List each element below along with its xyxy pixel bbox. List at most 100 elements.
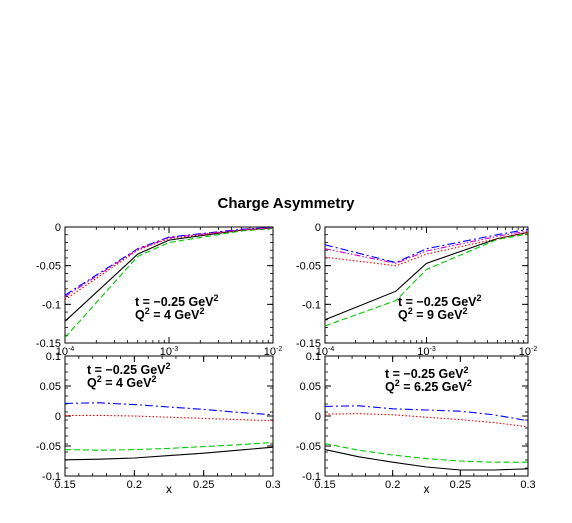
- x-tick-label: 10-4: [56, 346, 75, 358]
- series-line-dashdot: [64, 402, 274, 416]
- series-line-dotted: [324, 231, 529, 267]
- y-tick-label: 0: [315, 411, 321, 423]
- label-text: t = −0.25 GeV: [135, 295, 214, 309]
- label-text: Q: [135, 308, 145, 322]
- label-superscript: 2: [214, 293, 219, 303]
- series-line-dashdotdot: [64, 227, 274, 298]
- series-line-solid: [324, 231, 529, 321]
- panel-label-t: t = −0.25 GeV2: [385, 365, 469, 381]
- label-text: Q: [87, 376, 97, 390]
- series-line-dashdot: [324, 405, 529, 422]
- y-tick-label: -0.1: [302, 299, 321, 311]
- series-line-dashed: [64, 227, 274, 338]
- panel-label-q: Q2 = 9 GeV2: [398, 306, 467, 322]
- x-tick-label: 0.15: [314, 479, 335, 491]
- label-superscript: 2: [462, 306, 467, 316]
- label-superscript: 2: [477, 293, 482, 303]
- x-tick-label: 10-4: [316, 346, 335, 358]
- label-text: = 9 GeV: [413, 308, 463, 322]
- label-superscript: 2: [151, 374, 156, 384]
- panel-label-t: t = −0.25 GeV2: [87, 361, 171, 377]
- x-tick-exponent: -2: [276, 346, 282, 353]
- series-line-solid: [64, 446, 274, 461]
- series-line-solid: [324, 449, 529, 471]
- label-superscript: 2: [464, 365, 469, 375]
- label-text: = 4 GeV: [102, 376, 152, 390]
- chart-title: Charge Asymmetry: [217, 195, 355, 212]
- panel-label-q: Q2 = 6.25 GeV2: [385, 378, 472, 394]
- x-tick-base: 10: [160, 346, 172, 358]
- x-tick-label: 0.25: [450, 479, 471, 491]
- x-tick-label: 10-3: [417, 346, 436, 358]
- y-tick-label: -0.1: [42, 471, 61, 483]
- x-tick-exponent: -4: [328, 346, 334, 353]
- y-tick-label: -0.05: [296, 261, 321, 273]
- x-tick-base: 10: [316, 346, 328, 358]
- label-text: Q: [385, 380, 395, 394]
- label-text: = 4 GeV: [150, 308, 200, 322]
- series-line-dotted: [64, 227, 274, 301]
- label-text: t = −0.25 GeV: [385, 367, 464, 381]
- x-tick-base: 10: [56, 346, 68, 358]
- x-tick-label: 0.25: [193, 479, 214, 491]
- label-text: = 6.25 GeV: [400, 380, 468, 394]
- label-superscript: 2: [395, 378, 400, 388]
- series-line-dotted: [324, 413, 529, 428]
- y-tick-label: 0.1: [306, 351, 321, 363]
- y-tick-label: -0.05: [296, 441, 321, 453]
- x-tick-label: 10-2: [519, 346, 538, 358]
- x-tick-exponent: -2: [531, 346, 537, 353]
- label-superscript: 2: [199, 306, 204, 316]
- panel-label-t: t = −0.25 GeV2: [135, 293, 219, 309]
- label-superscript: 2: [467, 378, 472, 388]
- panel-label-q: Q2 = 4 GeV2: [135, 306, 204, 322]
- x-tick-label: 0.2: [127, 479, 142, 491]
- y-tick-label: 0: [315, 222, 321, 234]
- label-text: t = −0.25 GeV: [398, 295, 477, 309]
- x-tick-base: 10: [519, 346, 531, 358]
- y-tick-label: 0.05: [40, 381, 61, 393]
- series-line-dashdotdot: [324, 230, 529, 264]
- x-tick-label: 10-3: [160, 346, 179, 358]
- label-superscript: 2: [145, 306, 150, 316]
- series-line-dashed: [64, 441, 274, 451]
- y-tick-label: 0.05: [300, 381, 321, 393]
- series-line-dashdot: [324, 228, 529, 264]
- plot-frame: [324, 226, 529, 344]
- x-tick-exponent: -3: [172, 346, 178, 353]
- panel-bottom-right: 0.1 0.05 0 -0.05 -0.10.15 0.2 0.25 0.3 x t = −0.2…: [296, 351, 536, 496]
- x-tick-exponent: -3: [430, 346, 436, 353]
- y-tick-label: -0.05: [36, 441, 61, 453]
- series-line-dotted: [65, 414, 274, 422]
- y-tick-label: 0.1: [46, 351, 61, 363]
- x-tick-exponent: -4: [68, 346, 74, 353]
- y-tick-label: -0.15: [36, 338, 61, 350]
- x-axis-title: x: [166, 482, 172, 496]
- plot-frame: [64, 226, 274, 344]
- y-tick-label: -0.1: [42, 299, 61, 311]
- y-tick-label: -0.1: [302, 471, 321, 483]
- series-line-dashed: [324, 443, 528, 463]
- label-text: t = −0.25 GeV: [87, 363, 166, 377]
- series-line-dashed: [324, 233, 529, 327]
- panel-label-t: t = −0.25 GeV2: [398, 293, 482, 309]
- x-tick-label: 0.2: [385, 479, 400, 491]
- label-superscript: 2: [166, 361, 171, 371]
- y-tick-label: 0: [55, 222, 61, 234]
- x-tick-base: 10: [264, 346, 276, 358]
- y-tick-label: -0.15: [296, 338, 321, 350]
- y-tick-label: -0.05: [36, 261, 61, 273]
- x-tick-base: 10: [417, 346, 429, 358]
- x-tick-label: 0.3: [520, 479, 535, 491]
- label-text: Q: [398, 308, 408, 322]
- panel-label-q: Q2 = 4 GeV2: [87, 374, 156, 390]
- label-superscript: 2: [97, 374, 102, 384]
- x-tick-label: 0.15: [54, 479, 75, 491]
- label-superscript: 2: [408, 306, 413, 316]
- panel-bottom-left: 0.1 0.05 0 -0.05 -0.10.15 0.2 0.25 0.3 x t = −0.2…: [36, 351, 281, 496]
- x-axis-title: x: [424, 482, 430, 496]
